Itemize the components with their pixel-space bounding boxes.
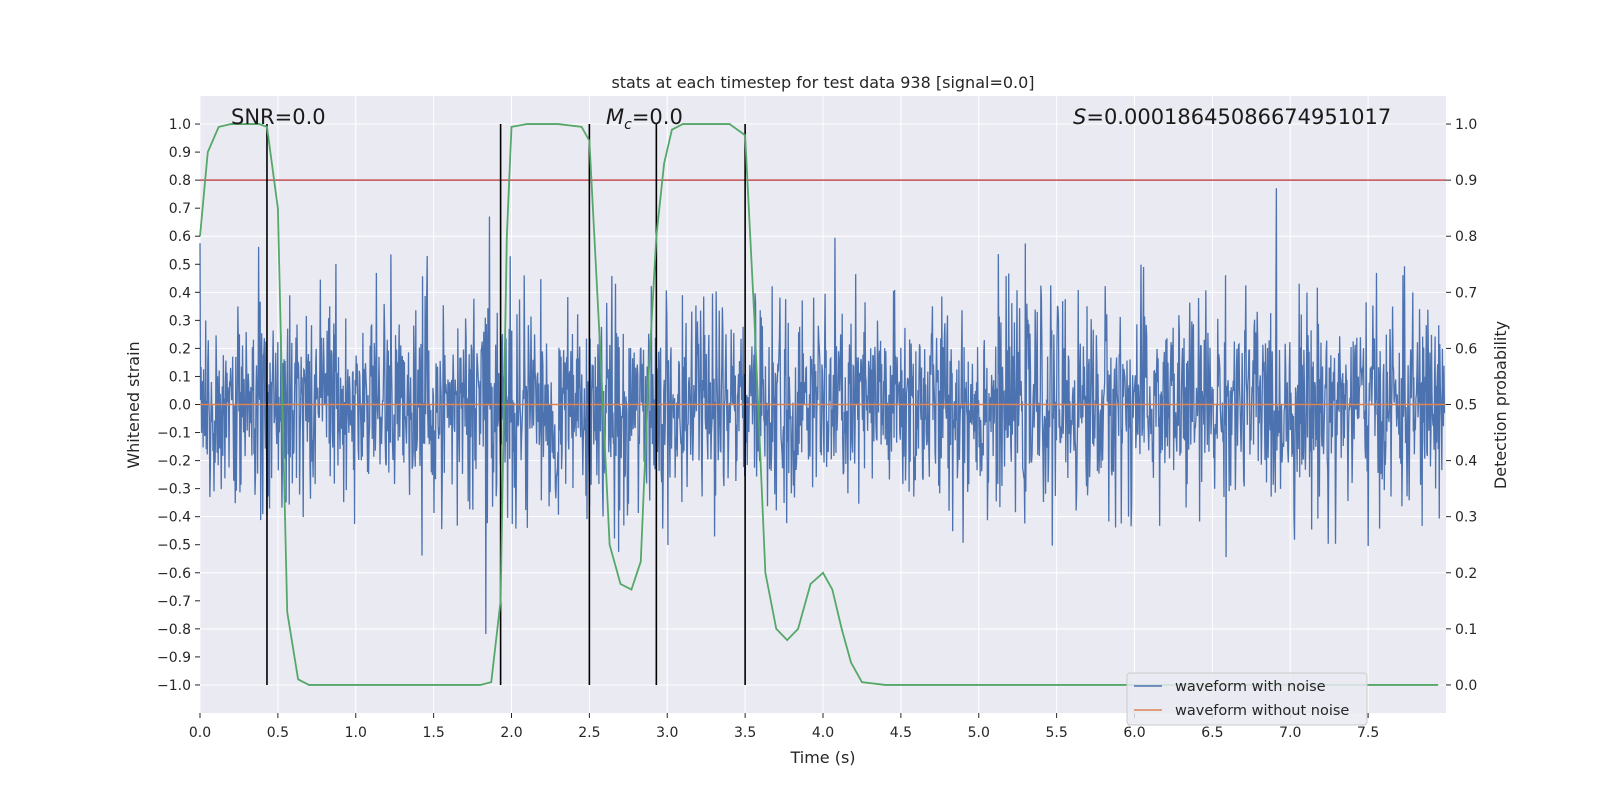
y-tick-label: 0.6 (169, 229, 191, 245)
x-tick-label: 1.5 (422, 725, 444, 741)
y2-tick-label: 0.2 (1455, 566, 1477, 582)
x-tick-label: 6.0 (1123, 725, 1145, 741)
x-tick-label: 0.0 (189, 725, 211, 741)
y-tick-label: −0.9 (157, 650, 191, 666)
x-tick-label: 2.0 (500, 725, 522, 741)
chart-title: stats at each timestep for test data 938… (611, 73, 1034, 92)
x-tick-label: 5.5 (1045, 725, 1067, 741)
x-tick-label: 4.5 (890, 725, 912, 741)
x-tick-label: 4.0 (812, 725, 834, 741)
y-tick-label: −0.3 (157, 482, 191, 498)
x-tick-label: 6.5 (1201, 725, 1223, 741)
chirp-mass-subscript: c (624, 117, 632, 133)
y2-tick-label: 0.1 (1455, 622, 1477, 638)
y-tick-label: 0.1 (169, 369, 191, 385)
y-tick-label: 0.0 (169, 398, 191, 414)
s-symbol: S (1073, 105, 1086, 129)
chirp-mass-value: =0.0 (632, 105, 683, 129)
legend: waveform with noise waveform without noi… (1126, 672, 1368, 726)
y-tick-label: 0.7 (169, 201, 191, 217)
y2-tick-label: 0.3 (1455, 510, 1477, 526)
x-tick-label: 1.0 (345, 725, 367, 741)
x-tick-label: 3.5 (734, 725, 756, 741)
y-tick-label: 0.2 (169, 341, 191, 357)
y2-tick-label: 1.0 (1455, 117, 1477, 133)
x-axis-label: Time (s) (789, 748, 855, 767)
y2-tick-label: 0.4 (1455, 454, 1477, 470)
chirp-mass-annotation: Mc=0.0 (606, 105, 683, 133)
y2-tick-label: 0.9 (1455, 173, 1477, 189)
y-tick-label: 0.5 (169, 257, 191, 273)
y-tick-label: −0.7 (157, 594, 191, 610)
y-tick-label: −0.5 (157, 538, 191, 554)
x-tick-label: 5.0 (968, 725, 990, 741)
y-tick-label: 0.9 (169, 145, 191, 161)
x-tick-label: 3.0 (656, 725, 678, 741)
detection-probability-line (199, 123, 1439, 686)
y-tick-label: −0.4 (157, 510, 191, 526)
x-tick-label: 2.5 (578, 725, 600, 741)
legend-box (1126, 672, 1368, 726)
x-tick-label: 0.5 (267, 725, 289, 741)
y-tick-label: 1.0 (169, 117, 191, 133)
legend-label-waveform-without-noise: waveform without noise (1175, 703, 1349, 719)
legend-label-waveform-with-noise: waveform with noise (1175, 679, 1326, 695)
axis-ticks: 1.0 0.9 0.8 0.7 0.6 0.5 0.4 0.3 0.2 0.1 0.0 −0.1 −0.… (157, 117, 1477, 741)
waveform-with-noise-line (199, 188, 1446, 635)
s-value: =0.00018645086674951017 (1086, 105, 1391, 129)
y2-tick-label: 0.8 (1455, 229, 1477, 245)
chirp-mass-symbol: M (606, 105, 624, 129)
y-tick-label: −0.2 (157, 454, 191, 470)
x-tick-label: 7.0 (1279, 725, 1301, 741)
y2-tick-label: 0.5 (1455, 398, 1477, 414)
y-tick-label: 0.3 (169, 313, 191, 329)
y-axis-label: Whitened strain (124, 341, 143, 468)
y2-tick-label: 0.0 (1455, 678, 1477, 694)
x-tick-label: 7.5 (1357, 725, 1379, 741)
y-tick-label: −0.6 (157, 566, 191, 582)
y-tick-label: 0.8 (169, 173, 191, 189)
s-annotation: S=0.00018645086674951017 (1073, 105, 1391, 129)
y2-tick-label: 0.6 (1455, 341, 1477, 357)
overlay-lines (199, 123, 1446, 686)
y-tick-label: −1.0 (157, 678, 191, 694)
y2-tick-label: 0.7 (1455, 285, 1477, 301)
y-tick-label: 0.4 (169, 285, 191, 301)
y-tick-label: −0.1 (157, 426, 191, 442)
y2-axis-label: Detection probability (1491, 321, 1510, 489)
noisy-waveform-series (199, 188, 1446, 635)
snr-annotation: SNR=0.0 (231, 105, 326, 129)
y-tick-label: −0.8 (157, 622, 191, 638)
